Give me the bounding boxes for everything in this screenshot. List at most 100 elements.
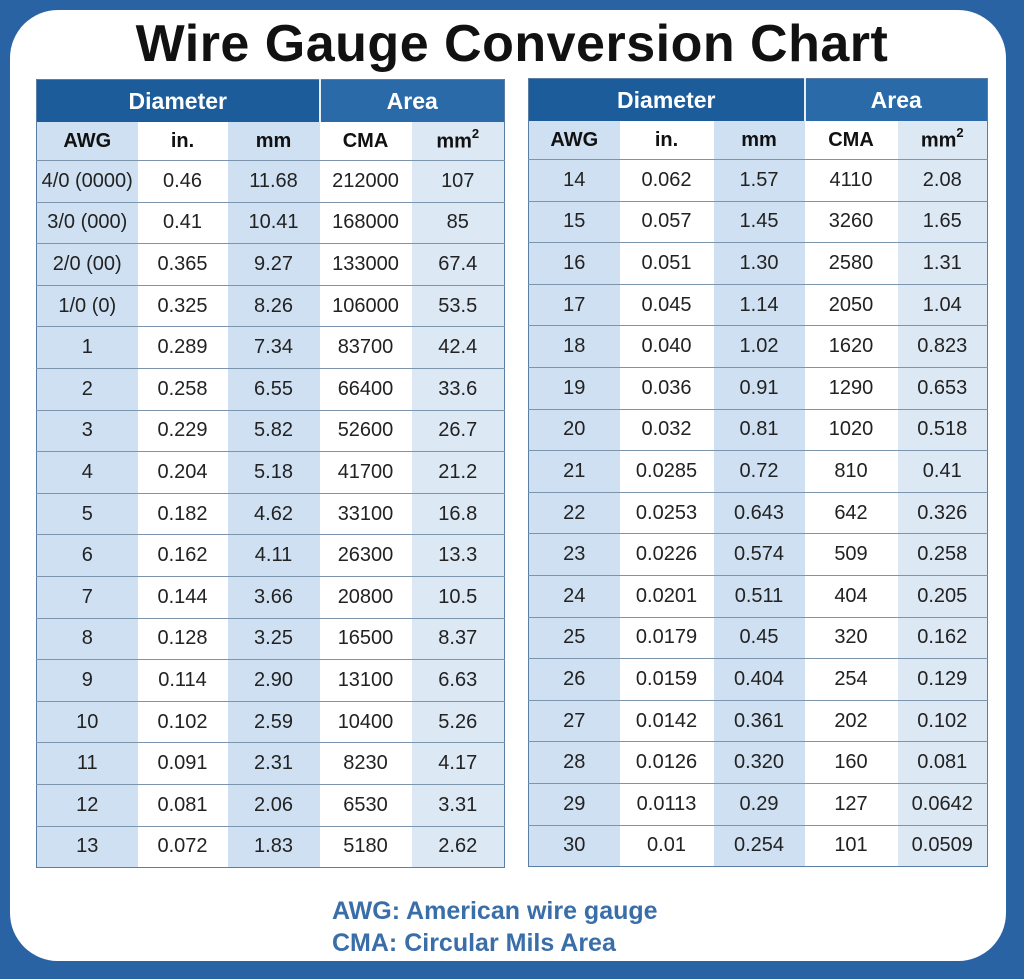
cell-area-mm2: 5.26	[411, 701, 505, 744]
table-row: 18 0.040 1.02 1620 0.823	[528, 325, 988, 368]
table-row: 16 0.051 1.30 2580 1.31	[528, 242, 988, 285]
cell-awg: 14	[528, 159, 620, 202]
col-header-in: in.	[619, 121, 714, 160]
table-row: 23 0.0226 0.574 509 0.258	[528, 533, 988, 576]
cell-diameter-in: 0.289	[137, 326, 228, 369]
col-header-mm2: mm2	[897, 121, 988, 160]
table-row: 25 0.0179 0.45 320 0.162	[528, 617, 988, 660]
cell-area-cma: 1020	[804, 409, 898, 452]
cell-area-cma: 13100	[319, 659, 412, 702]
cell-area-mm2: 1.65	[897, 201, 988, 244]
cell-awg: 4	[36, 451, 138, 494]
cell-awg: 21	[528, 450, 620, 493]
cell-diameter-in: 0.0126	[619, 741, 714, 784]
cell-awg: 28	[528, 741, 620, 784]
cell-diameter-mm: 5.82	[227, 410, 320, 453]
cell-diameter-mm: 9.27	[227, 243, 320, 286]
cell-area-mm2: 0.081	[897, 741, 988, 784]
table-row: 2/0 (00) 0.365 9.27 133000 67.4	[36, 243, 505, 286]
cell-area-mm2: 42.4	[411, 326, 505, 369]
table-row: 4/0 (0000) 0.46 11.68 212000 107	[36, 160, 505, 203]
cell-diameter-mm: 2.31	[227, 742, 320, 785]
cell-diameter-mm: 1.02	[713, 325, 805, 368]
cell-awg: 16	[528, 242, 620, 285]
legend-awg: AWG: American wire gauge	[332, 897, 658, 925]
table-row: 19 0.036 0.91 1290 0.653	[528, 367, 988, 410]
cell-diameter-mm: 2.06	[227, 784, 320, 827]
cell-diameter-mm: 1.30	[713, 242, 805, 285]
table-row: 26 0.0159 0.404 254 0.129	[528, 658, 988, 701]
cell-area-mm2: 13.3	[411, 534, 505, 577]
table-row: 29 0.0113 0.29 127 0.0642	[528, 783, 988, 826]
cell-awg: 20	[528, 409, 620, 452]
cell-area-mm2: 0.102	[897, 700, 988, 743]
cell-diameter-in: 0.0113	[619, 783, 714, 826]
cell-area-mm2: 10.5	[411, 576, 505, 619]
col-header-mm2: mm2	[411, 122, 505, 161]
cell-area-mm2: 0.129	[897, 658, 988, 701]
cell-area-cma: 2580	[804, 242, 898, 285]
cell-diameter-mm: 6.55	[227, 368, 320, 411]
table-row: 8 0.128 3.25 16500 8.37	[36, 618, 505, 661]
table-row: 20 0.032 0.81 1020 0.518	[528, 409, 988, 452]
cell-awg: 7	[36, 576, 138, 619]
col-header-awg: AWG	[528, 121, 620, 160]
cell-awg: 2/0 (00)	[36, 243, 138, 286]
cell-area-cma: 810	[804, 450, 898, 493]
table-row: 6 0.162 4.11 26300 13.3	[36, 534, 505, 577]
cell-diameter-in: 0.062	[619, 159, 714, 202]
legend: AWG: American wire gauge CMA: Circular M…	[332, 895, 658, 959]
cell-area-mm2: 0.258	[897, 533, 988, 576]
cell-diameter-mm: 5.18	[227, 451, 320, 494]
table-row: 2 0.258 6.55 66400 33.6	[36, 368, 505, 411]
cell-area-cma: 202	[804, 700, 898, 743]
cell-diameter-mm: 0.361	[713, 700, 805, 743]
cell-area-cma: 1290	[804, 367, 898, 410]
cell-area-mm2: 26.7	[411, 410, 505, 453]
cell-diameter-mm: 0.45	[713, 617, 805, 660]
cell-diameter-in: 0.051	[619, 242, 714, 285]
legend-cma: CMA: Circular Mils Area	[332, 929, 616, 957]
cell-area-cma: 6530	[319, 784, 412, 827]
cell-diameter-mm: 0.404	[713, 658, 805, 701]
table-row: 1 0.289 7.34 83700 42.4	[36, 326, 505, 369]
table-row: 10 0.102 2.59 10400 5.26	[36, 701, 505, 744]
cell-awg: 19	[528, 367, 620, 410]
cell-area-mm2: 4.17	[411, 742, 505, 785]
col-header-cma: CMA	[319, 122, 412, 161]
cell-diameter-in: 0.144	[137, 576, 228, 619]
cell-area-mm2: 0.0642	[897, 783, 988, 826]
cell-area-mm2: 8.37	[411, 618, 505, 661]
cell-area-mm2: 33.6	[411, 368, 505, 411]
cell-diameter-in: 0.114	[137, 659, 228, 702]
cell-area-cma: 66400	[319, 368, 412, 411]
cell-diameter-mm: 0.254	[713, 825, 805, 867]
table-row: 17 0.045 1.14 2050 1.04	[528, 284, 988, 327]
cell-area-cma: 3260	[804, 201, 898, 244]
cell-area-cma: 160	[804, 741, 898, 784]
cell-diameter-mm: 0.574	[713, 533, 805, 576]
table-row: 1/0 (0) 0.325 8.26 106000 53.5	[36, 285, 505, 328]
cell-diameter-in: 0.045	[619, 284, 714, 327]
cell-awg: 24	[528, 575, 620, 618]
cell-diameter-mm: 3.66	[227, 576, 320, 619]
table-row: 22 0.0253 0.643 642 0.326	[528, 492, 988, 535]
cell-diameter-in: 0.0226	[619, 533, 714, 576]
cell-awg: 25	[528, 617, 620, 660]
cell-area-mm2: 16.8	[411, 493, 505, 536]
cell-area-cma: 133000	[319, 243, 412, 286]
cell-diameter-mm: 3.25	[227, 618, 320, 661]
cell-awg: 6	[36, 534, 138, 577]
col-header-cma: CMA	[804, 121, 898, 160]
cell-diameter-mm: 0.91	[713, 367, 805, 410]
table-row: 9 0.114 2.90 13100 6.63	[36, 659, 505, 702]
cell-diameter-mm: 10.41	[227, 202, 320, 245]
cell-diameter-in: 0.365	[137, 243, 228, 286]
cell-diameter-mm: 11.68	[227, 160, 320, 203]
cell-area-cma: 8230	[319, 742, 412, 785]
cell-area-mm2: 0.653	[897, 367, 988, 410]
cell-diameter-in: 0.229	[137, 410, 228, 453]
cell-diameter-mm: 1.57	[713, 159, 805, 202]
table-row: 12 0.081 2.06 6530 3.31	[36, 784, 505, 827]
cell-diameter-mm: 0.643	[713, 492, 805, 535]
